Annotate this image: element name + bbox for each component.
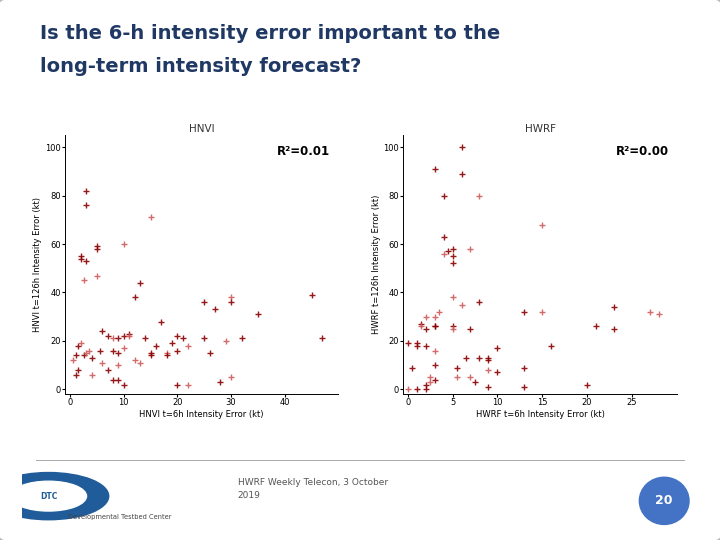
Text: Is the 6-h intensity error important to the: Is the 6-h intensity error important to …	[40, 24, 500, 43]
Text: HWRF Weekly Telecon, 3 October
2019: HWRF Weekly Telecon, 3 October 2019	[238, 477, 388, 500]
Title: HWRF: HWRF	[524, 124, 556, 134]
Text: Developmental Testbed Center: Developmental Testbed Center	[68, 514, 171, 519]
X-axis label: HWRF t=6h Intensity Error (kt): HWRF t=6h Intensity Error (kt)	[476, 410, 604, 419]
Y-axis label: HNVI t=126h Intensity Error (kt): HNVI t=126h Intensity Error (kt)	[33, 197, 42, 332]
Circle shape	[639, 477, 689, 524]
Circle shape	[0, 472, 109, 519]
Text: DTC: DTC	[40, 491, 57, 501]
Text: long-term intensity forecast?: long-term intensity forecast?	[40, 57, 361, 76]
Text: R²=0.01: R²=0.01	[277, 145, 330, 158]
Text: R²=0.00: R²=0.00	[616, 145, 669, 158]
Text: 20: 20	[655, 494, 673, 508]
Circle shape	[11, 481, 86, 511]
X-axis label: HNVI t=6h Intensity Error (kt): HNVI t=6h Intensity Error (kt)	[140, 410, 264, 419]
Y-axis label: HWRF t=126h Intensity Error (kt): HWRF t=126h Intensity Error (kt)	[372, 195, 380, 334]
Title: HNVI: HNVI	[189, 124, 215, 134]
